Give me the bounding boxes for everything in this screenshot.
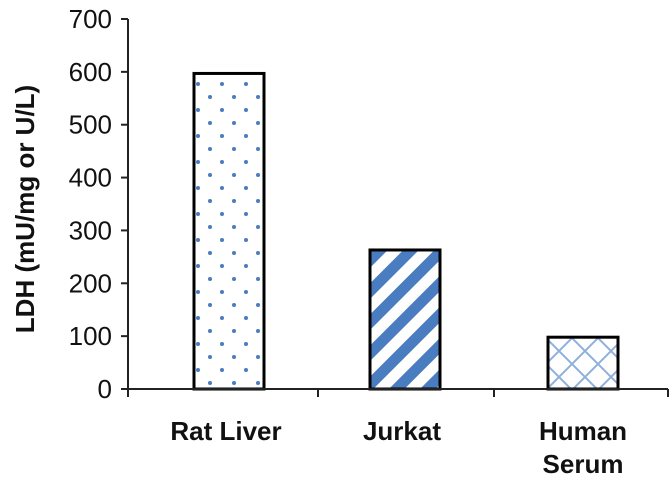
- y-tick-label: 200: [69, 268, 112, 298]
- bar-fill-3: [548, 337, 618, 389]
- x-tick-label: Rat Liver: [170, 416, 281, 446]
- x-tick-label: Human: [539, 416, 627, 446]
- bar-fill-2: [370, 249, 440, 389]
- bar-fill-1: [194, 73, 264, 389]
- y-tick-label: 500: [69, 110, 112, 140]
- y-tick-label: 0: [98, 374, 112, 404]
- y-tick-label: 600: [69, 57, 112, 87]
- y-axis-ticks: 0 100 200 300 400 500 600 700: [69, 4, 128, 404]
- x-tick-label: Serum: [543, 449, 624, 479]
- y-axis-label: LDH (mU/mg or U/L): [10, 85, 40, 333]
- x-tick-label: Jurkat: [363, 416, 441, 446]
- y-tick-label: 400: [69, 163, 112, 193]
- y-tick-label: 100: [69, 321, 112, 351]
- y-tick-label: 300: [69, 215, 112, 245]
- bars: [192, 71, 620, 391]
- y-tick-label: 700: [69, 4, 112, 34]
